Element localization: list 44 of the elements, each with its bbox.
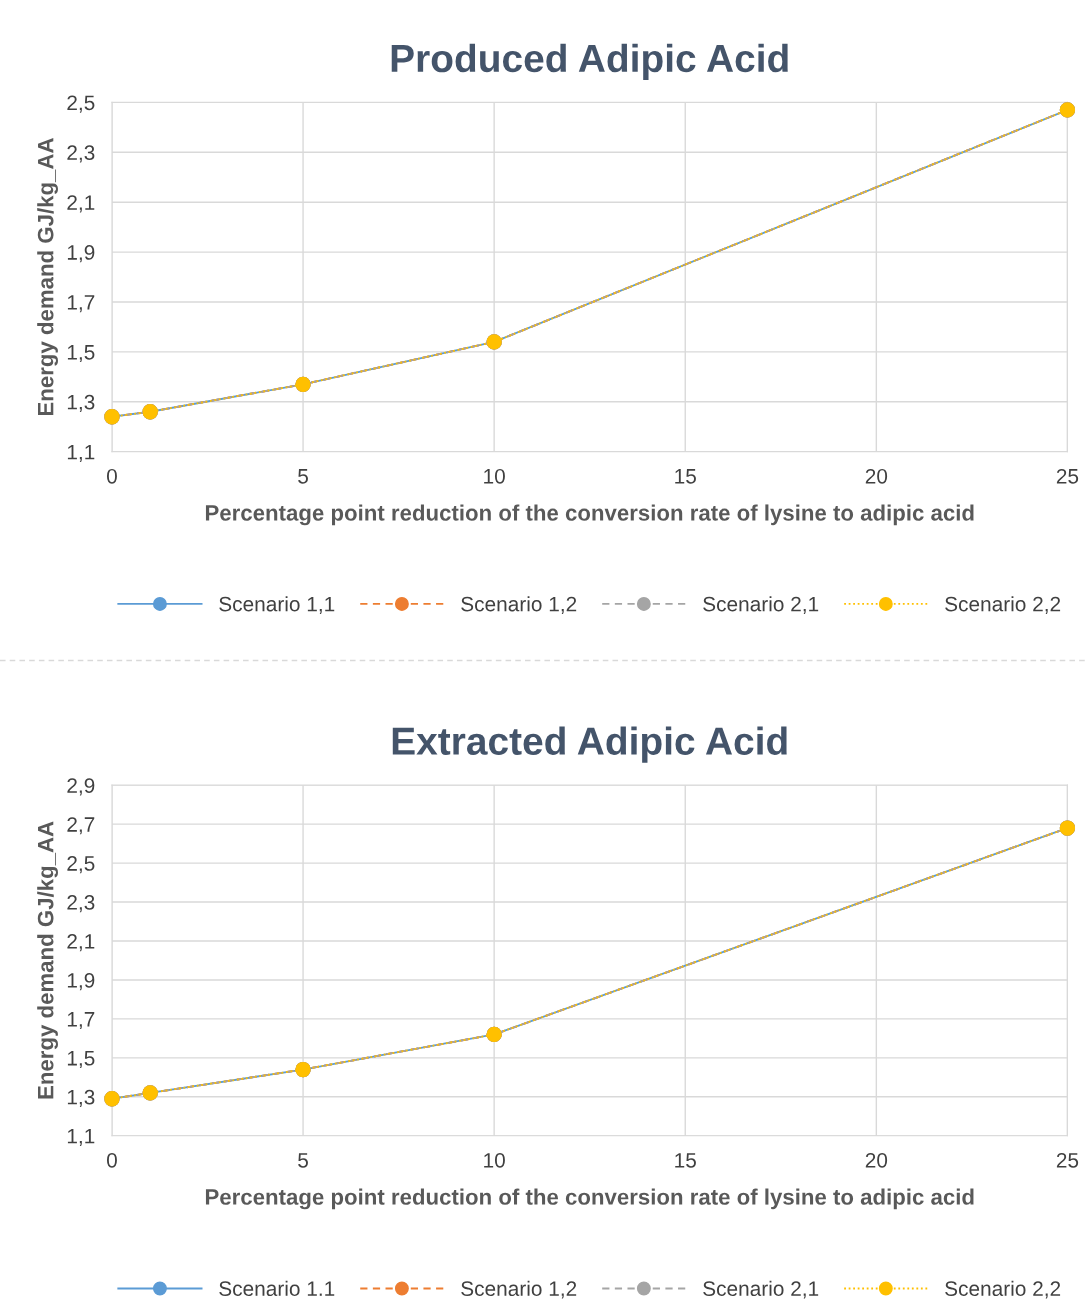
y-tick-label: 2,3 (67, 895, 95, 913)
y-tick-label: 2,5 (67, 95, 95, 113)
x-tick-label: 0 (106, 1152, 117, 1168)
y-axis-title: Energy demand GJ/kg_AA (37, 138, 58, 416)
y-tick-label: 1,7 (67, 295, 95, 313)
y-tick-label: 2,7 (67, 817, 95, 835)
x-tick-label: 10 (484, 1152, 505, 1168)
legend-label: Scenario 2,1 (703, 1280, 819, 1299)
x-axis-title: Percentage point reduction of the conversion rate of lysine to adipic acid (205, 1188, 974, 1210)
x-axis-title: Percentage point reduction of the conversion rate of lysine to adipic acid (205, 504, 974, 526)
y-tick-label: 1,9 (67, 972, 95, 991)
y-tick-label: 2,3 (67, 145, 95, 163)
y-tick-label: 2,1 (67, 933, 95, 952)
legend-label: Scenario 2,2 (945, 1280, 1061, 1299)
x-tick-label: 10 (484, 468, 505, 484)
x-tick-label: 20 (865, 1152, 888, 1168)
y-tick-label: 1,5 (67, 345, 95, 363)
legend-label: Scenario 1,1 (219, 596, 335, 614)
y-tick-label: 2,1 (67, 195, 95, 213)
x-tick-label: 15 (675, 469, 696, 484)
y-tick-label: 1,3 (67, 394, 95, 412)
legend-label: Scenario 1,2 (461, 596, 577, 614)
x-tick-label: 20 (865, 468, 888, 484)
x-tick-label: 5 (298, 1153, 308, 1168)
y-tick-label: 1,9 (67, 245, 95, 263)
legend-label: Scenario 1.1 (219, 1280, 335, 1296)
x-tick-label: 15 (675, 1153, 696, 1168)
y-tick-label: 2,5 (67, 856, 95, 874)
x-tick-label: 25 (1056, 1152, 1079, 1168)
chart-title: Extracted Adipic Acid (392, 726, 787, 763)
x-tick-label: 25 (1056, 468, 1079, 484)
legend-label: Scenario 1,2 (461, 1280, 577, 1299)
chart-title: Produced Adipic Acid (391, 43, 788, 80)
y-axis-title: Energy demand GJ/kg_AA (37, 821, 58, 1099)
y-tick-label: 2,9 (67, 778, 95, 796)
y-tick-label: 1,5 (67, 1051, 95, 1069)
x-tick-label: 0 (106, 468, 117, 484)
y-tick-label: 1,1 (67, 444, 95, 462)
y-tick-label: 1,3 (67, 1089, 95, 1108)
legend-label: Scenario 2,1 (703, 596, 819, 614)
y-tick-label: 1,7 (67, 1012, 95, 1030)
y-tick-label: 1,1 (67, 1128, 95, 1146)
legend-label: Scenario 2,2 (945, 596, 1061, 614)
x-tick-label: 5 (298, 469, 308, 484)
